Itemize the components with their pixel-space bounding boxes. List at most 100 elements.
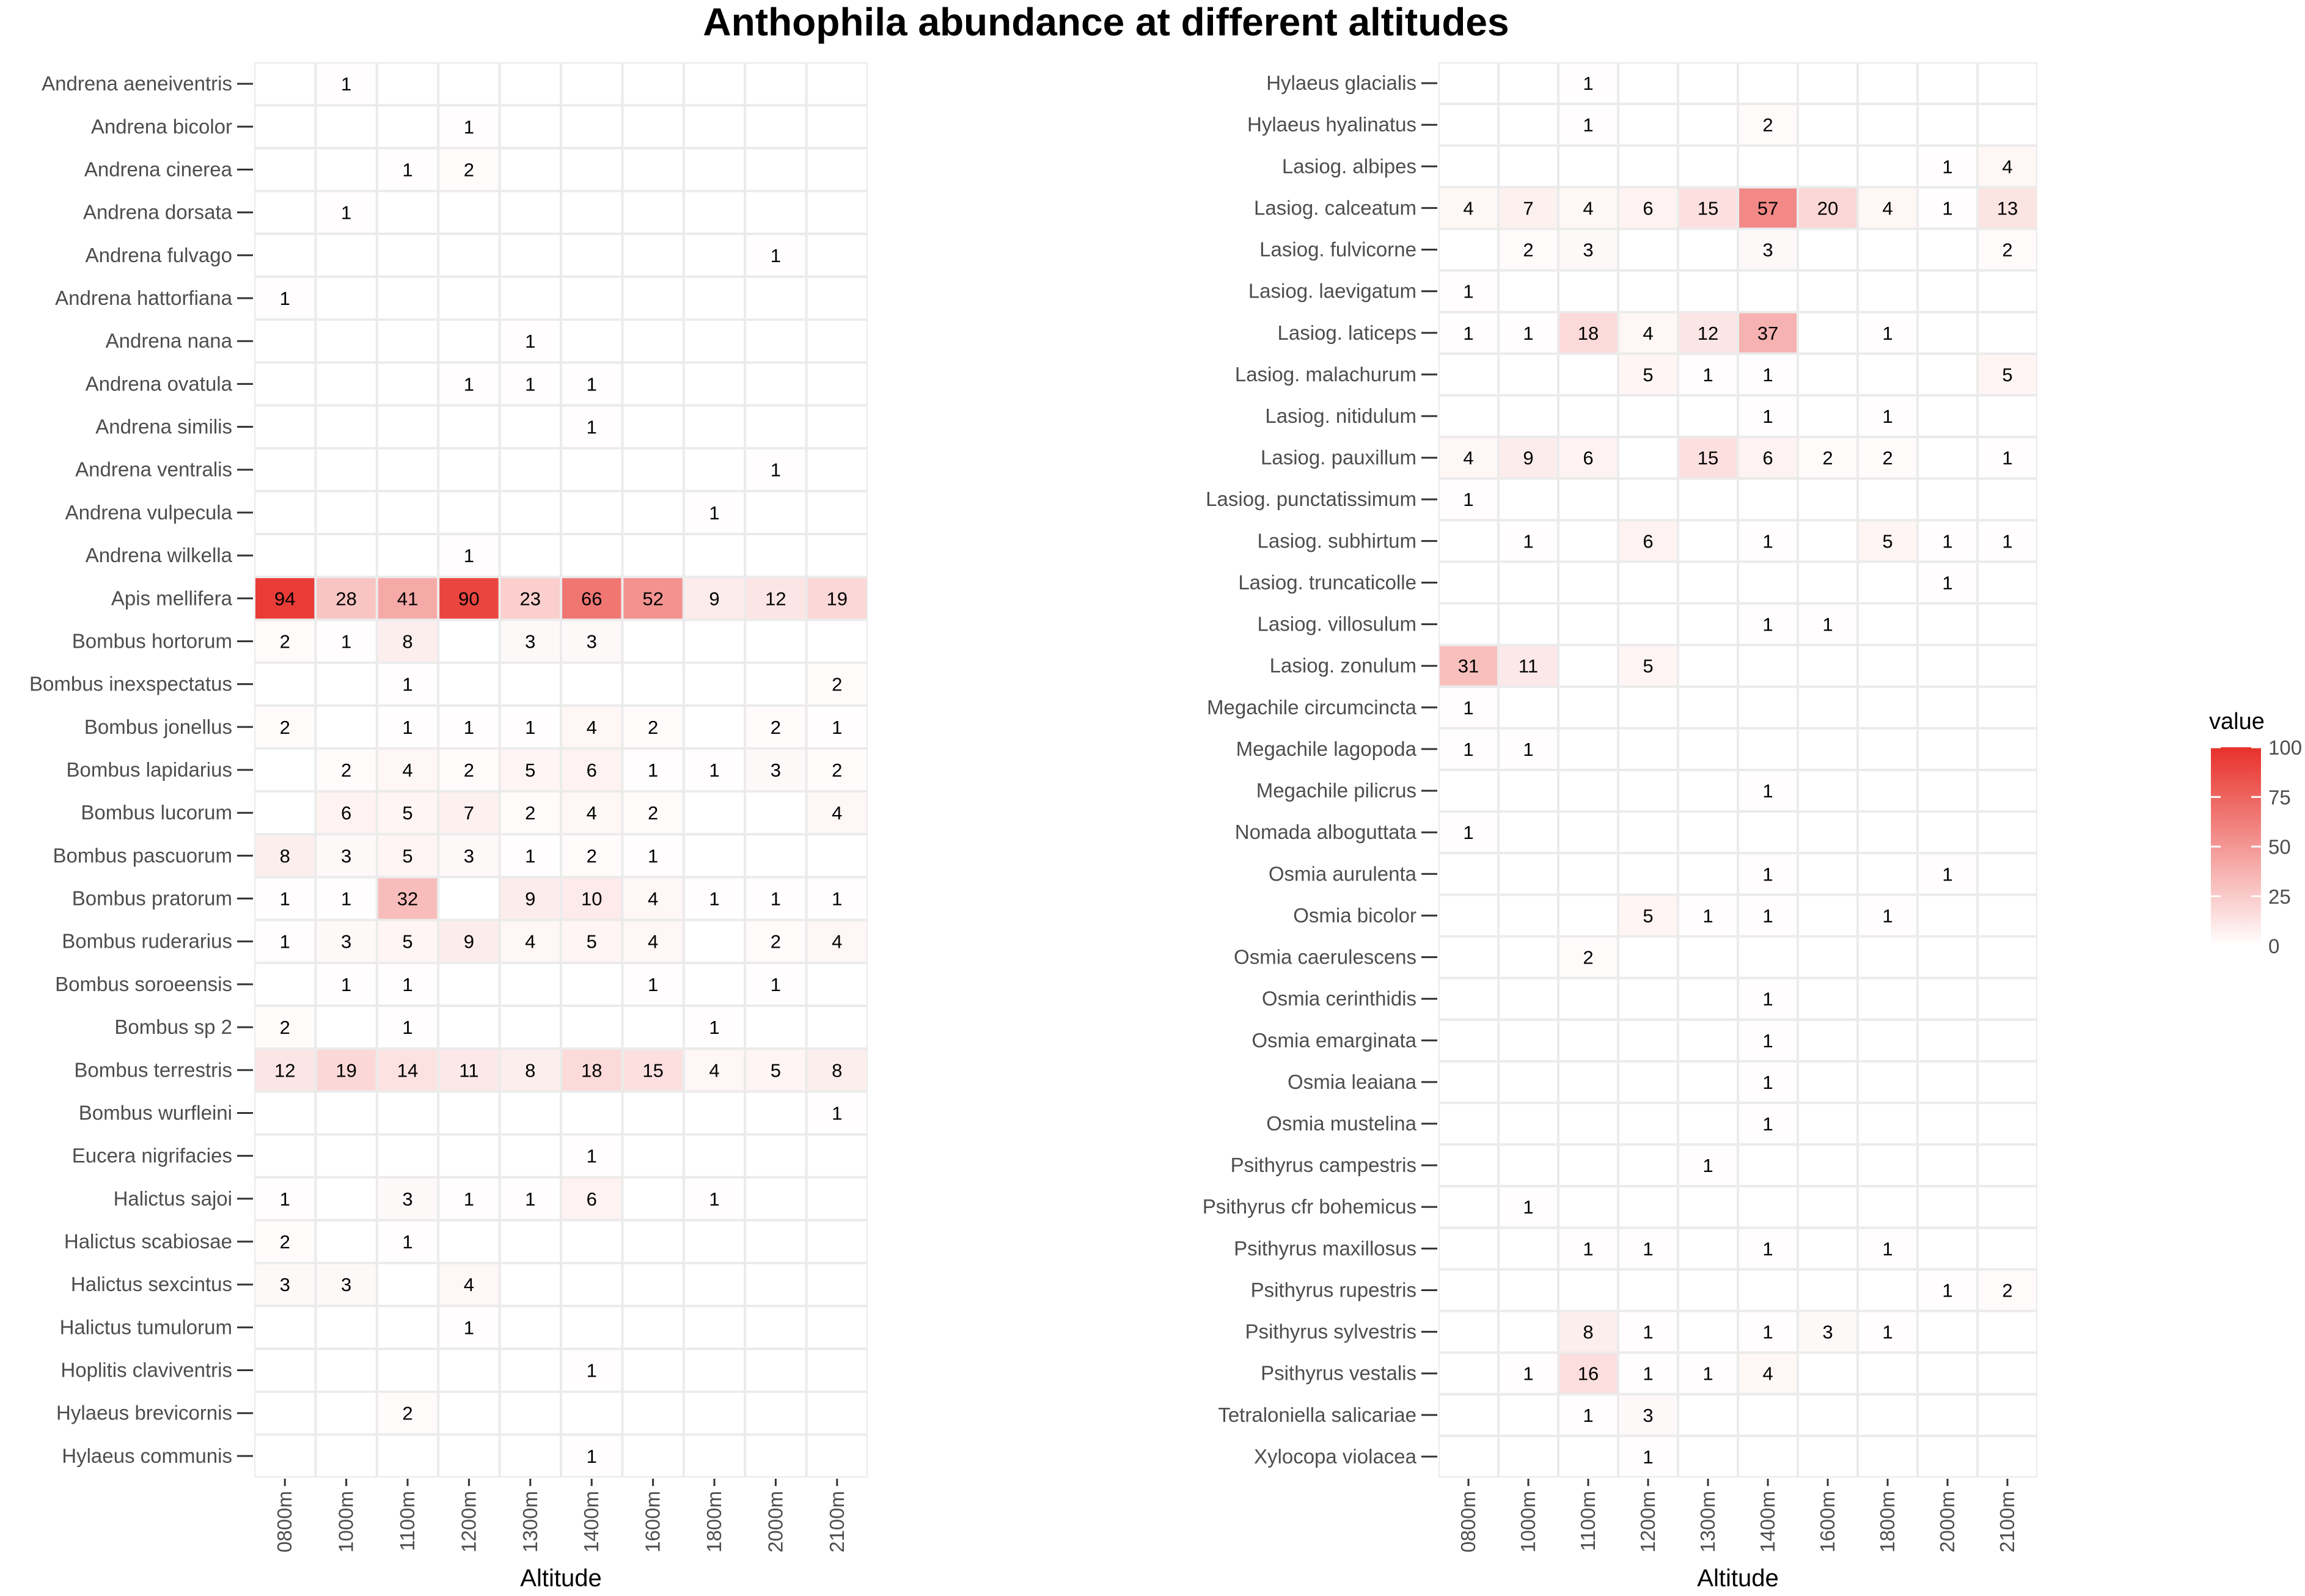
- cell-value-label: 3: [341, 1274, 351, 1295]
- heatmap-cell: [562, 406, 621, 447]
- y-tick-label: Bombus terrestris: [74, 1058, 232, 1081]
- cell-value-label: 9: [525, 888, 535, 910]
- cell-value-label: 2: [832, 760, 842, 781]
- heatmap-cell: [1440, 147, 1497, 186]
- cell-value-label: 1: [1762, 406, 1773, 427]
- heatmap-cell: [378, 664, 438, 705]
- heatmap-cell: [1799, 813, 1856, 852]
- heatmap-cell: [1440, 438, 1497, 478]
- heatmap-cell: [1979, 1187, 2036, 1227]
- y-tick-label: Psithyrus cfr bohemicus: [1203, 1195, 1416, 1218]
- heatmap-cell: [255, 1135, 315, 1176]
- cell-value-label: 90: [458, 588, 479, 609]
- y-tick-label: Lasiog. pauxillum: [1261, 446, 1416, 469]
- cell-value-label: 2: [341, 760, 351, 781]
- cell-value-label: 1: [1702, 1363, 1713, 1385]
- heatmap-cell: [684, 192, 744, 233]
- heatmap-cell: [562, 621, 621, 662]
- heatmap-cell: [1440, 604, 1497, 644]
- cell-value-label: 3: [341, 931, 351, 953]
- heatmap-cell: [1859, 1104, 1916, 1143]
- cell-value-label: 16: [1578, 1363, 1599, 1385]
- x-tick-label: 1100m: [1577, 1491, 1599, 1551]
- y-tick-label: Andrena dorsata: [83, 201, 233, 224]
- heatmap-cell: [255, 664, 315, 705]
- heatmap-cell: [1559, 937, 1617, 977]
- heatmap-cell: [439, 921, 499, 962]
- y-tick-label: Osmia emarginata: [1251, 1029, 1416, 1052]
- heatmap-cell: [623, 364, 683, 404]
- heatmap-cell: [623, 878, 683, 919]
- heatmap-cell: [1919, 1395, 1976, 1435]
- cell-value-label: 5: [1643, 905, 1653, 926]
- cell-value-label: 1: [1942, 573, 1952, 594]
- heatmap-cell: [378, 1178, 438, 1219]
- heatmap-cell: [255, 1350, 315, 1391]
- heatmap-cell: [807, 578, 867, 619]
- heatmap-cell: [1859, 813, 1916, 852]
- legend: value 100 75 50 25 0: [2209, 709, 2302, 957]
- heatmap-cell: [1559, 687, 1617, 727]
- heatmap-cell: [746, 621, 805, 662]
- heatmap-cell: [1679, 646, 1737, 686]
- heatmap-cell: [1619, 230, 1677, 269]
- heatmap-cell: [1919, 646, 1976, 686]
- heatmap-cell: [1739, 230, 1797, 269]
- heatmap-cell: [684, 1307, 744, 1348]
- heatmap-cell: [1799, 729, 1856, 769]
- heatmap-cell: [1919, 1146, 1976, 1185]
- heatmap-cell: [1500, 271, 1557, 311]
- cell-value-label: 1: [771, 974, 781, 995]
- cell-value-label: 3: [1583, 240, 1593, 261]
- cell-value-label: 1: [1942, 1280, 1952, 1301]
- cell-value-label: 1: [464, 373, 474, 395]
- heatmap-cell: [439, 492, 499, 533]
- heatmap-cell: [1679, 271, 1737, 311]
- heatmap-cell: [1739, 1437, 1797, 1476]
- heatmap-cell: [1859, 854, 1916, 894]
- heatmap-cell: [684, 621, 744, 662]
- heatmap-cell: [500, 964, 560, 1005]
- heatmap-cell: [439, 793, 499, 833]
- heatmap-cell: [562, 535, 621, 576]
- heatmap-cell: [1440, 354, 1497, 394]
- heatmap-cell: [1619, 354, 1677, 394]
- heatmap-cell: [378, 321, 438, 362]
- heatmap-cell: [1500, 687, 1557, 727]
- y-tick-label: Xylocopa violacea: [1254, 1445, 1417, 1468]
- heatmap-cell: [439, 449, 499, 490]
- heatmap-cell: [1919, 438, 1976, 478]
- cell-value-label: 2: [464, 760, 474, 781]
- heatmap-cell: [1739, 64, 1797, 103]
- heatmap-cell: [684, 1264, 744, 1305]
- x-tick-label: 1800m: [703, 1491, 725, 1553]
- heatmap-cell: [317, 1221, 376, 1262]
- heatmap-cell: [1440, 1270, 1497, 1310]
- heatmap-cell: [684, 1007, 744, 1048]
- heatmap-cell: [1919, 854, 1976, 894]
- heatmap-cell: [1799, 1146, 1856, 1185]
- cell-value-label: 37: [1757, 323, 1778, 344]
- heatmap-cell: [623, 621, 683, 662]
- heatmap-cell: [746, 192, 805, 233]
- heatmap-cell: [684, 406, 744, 447]
- heatmap-cell: [1679, 1353, 1737, 1393]
- cell-value-label: 4: [648, 931, 658, 953]
- cell-value-label: 11: [459, 1060, 478, 1081]
- heatmap-cell: [1559, 1146, 1617, 1185]
- cell-value-label: 3: [1643, 1405, 1653, 1426]
- heatmap-cell: [317, 449, 376, 490]
- heatmap-cell: [1440, 105, 1497, 145]
- heatmap-cell: [1739, 687, 1797, 727]
- heatmap-cell: [1440, 813, 1497, 852]
- heatmap-cell: [1979, 1353, 2036, 1393]
- heatmap-cell: [317, 106, 376, 147]
- cell-value-label: 1: [587, 1446, 597, 1467]
- heatmap-cell: [1799, 979, 1856, 1019]
- heatmap-cell: [1979, 1229, 2036, 1268]
- heatmap-cell: [1619, 147, 1677, 186]
- y-tick-label: Andrena wilkella: [86, 544, 233, 566]
- heatmap-cell: [378, 1007, 438, 1048]
- heatmap-cell: [500, 793, 560, 833]
- heatmap-cell: [684, 535, 744, 576]
